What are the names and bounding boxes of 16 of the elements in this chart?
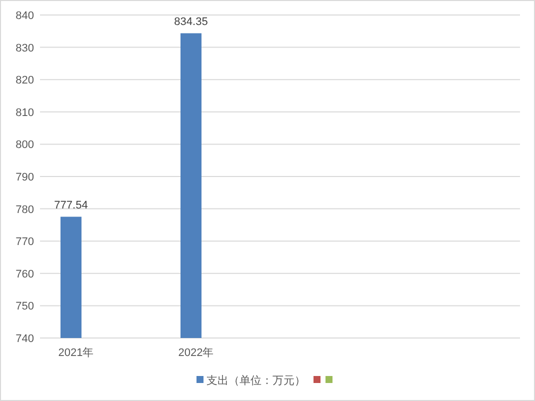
y-tick-label: 840 [16, 10, 34, 22]
y-tick-label: 740 [16, 333, 34, 345]
x-tick-label: 2021年 [58, 347, 94, 359]
y-tick-label: 780 [16, 204, 34, 216]
y-tick-label: 820 [16, 74, 34, 87]
data-label: 777.54 [54, 200, 88, 212]
y-tick-label: 760 [16, 268, 34, 280]
y-tick-label: 750 [16, 300, 34, 313]
y-tick-label: 770 [16, 236, 34, 248]
y-tick-label: 800 [16, 139, 34, 152]
y-tick-label: 810 [16, 106, 34, 119]
data-label: 834.35 [174, 16, 208, 28]
y-tick-label: 790 [16, 172, 34, 184]
y-tick-label: 830 [16, 42, 34, 54]
x-tick-label: 2022年 [178, 347, 214, 359]
legend-label: 支出（单位：万元） [206, 374, 306, 387]
